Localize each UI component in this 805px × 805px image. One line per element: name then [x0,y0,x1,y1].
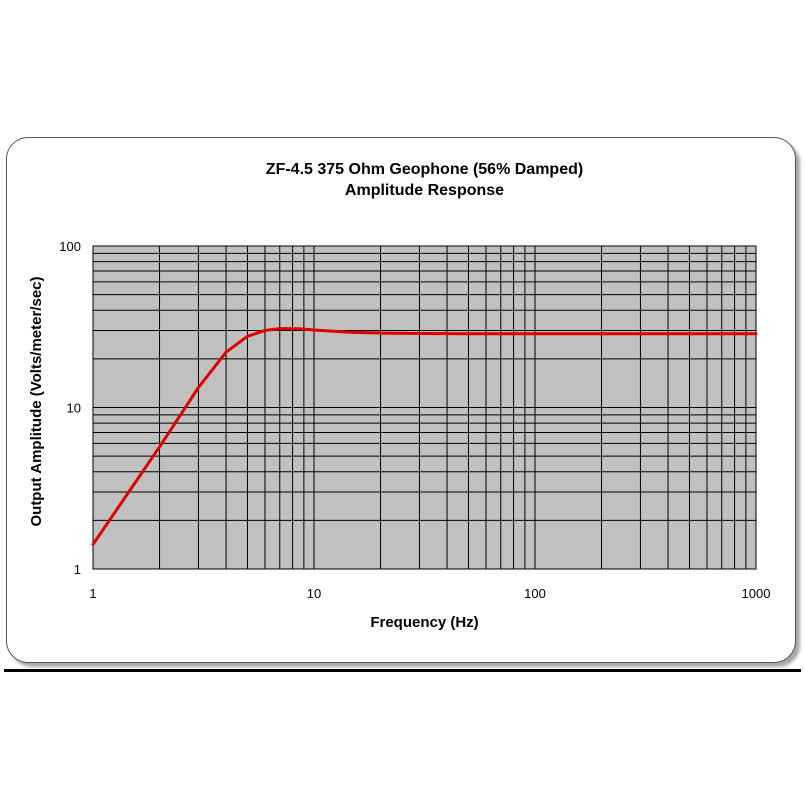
chart-subtitle: Amplitude Response [344,182,505,199]
y-axis-ticks: 1 10 100 [59,239,81,577]
y-axis-label: Output Amplitude (Volts/meter/sec) [28,276,45,526]
x-tick-label: 1000 [742,586,771,601]
x-tick-label: 10 [307,586,321,601]
x-axis-ticks: 1 10 100 1000 [89,586,770,601]
chart-title: ZF-4.5 375 Ohm Geophone (56% Damped) [265,161,584,178]
y-tick-label: 10 [67,401,81,416]
y-tick-label: 100 [59,239,81,254]
series-line-0 [91,327,758,546]
x-tick-label: 100 [524,586,546,601]
series-layer [91,327,758,546]
x-axis-label: Frequency (Hz) [370,614,478,631]
y-tick-label: 1 [74,562,81,577]
x-tick-label: 1 [89,586,96,601]
bottom-rule [4,669,801,672]
gridlines [93,246,756,569]
